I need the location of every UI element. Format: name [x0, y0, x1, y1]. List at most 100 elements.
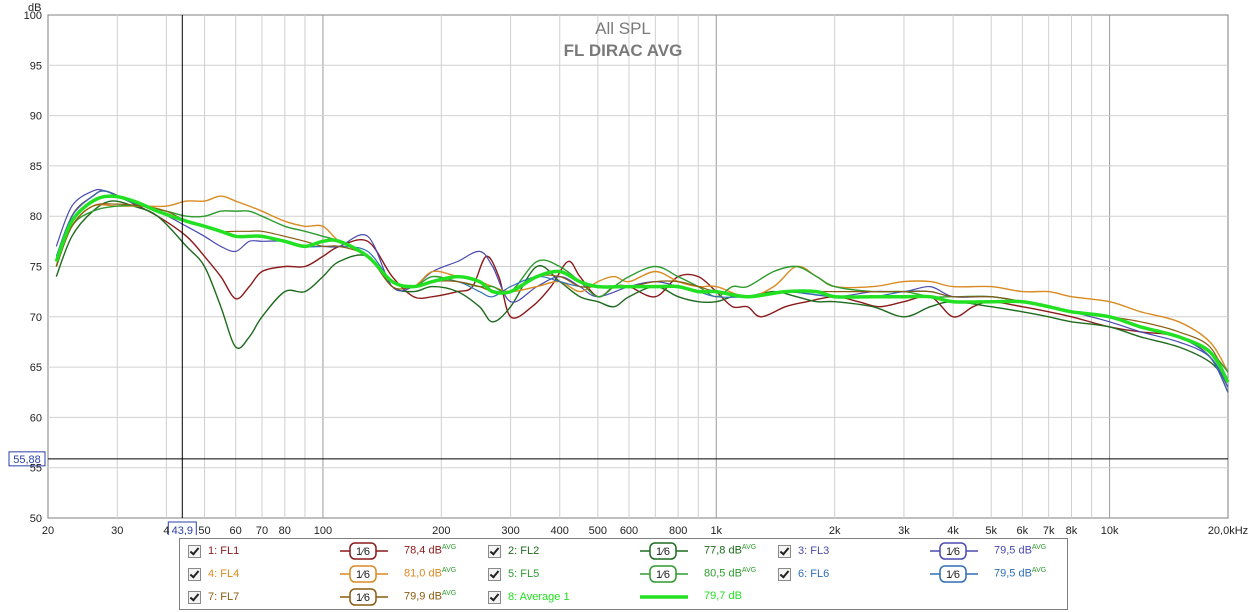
legend-level-number: 79,9 dB: [404, 590, 442, 603]
smoothing-button[interactable]: 1⁄6: [638, 542, 690, 560]
x-tick-label: 300: [501, 525, 519, 535]
legend-avg-tag: AVG: [441, 590, 457, 597]
smoothing-label: 1⁄6: [656, 546, 670, 558]
x-tick-label: 600: [620, 525, 638, 535]
legend-trace-name: 2: FL2: [508, 545, 540, 557]
legend-trace-name: 6: FL6: [798, 568, 830, 580]
x-tick-label: 4: [163, 525, 169, 535]
legend-item: 3: FL3 1⁄6 79,5 dBAVG: [778, 541, 1068, 561]
legend-avg-tag: AVG: [741, 567, 757, 574]
x-tick-label: 10k: [1101, 525, 1119, 535]
cursor-y-readout: 55,88: [13, 454, 41, 466]
y-tick-label: 50: [30, 513, 42, 525]
legend-avg-tag: AVG: [1031, 544, 1047, 551]
x-tick-label: 3k: [898, 525, 910, 535]
x-tick-label: 400: [551, 525, 569, 535]
legend-avg-tag: AVG: [441, 544, 457, 551]
series-line-fl1: [55, 190, 1229, 393]
series-line-average-1: [54, 194, 1230, 384]
legend-swatch: [640, 595, 688, 599]
x-tick-label: 30: [111, 525, 123, 535]
x-tick-label: 800: [669, 525, 687, 535]
x-tick-label: 70: [256, 525, 268, 535]
x-tick-label: 20: [42, 525, 54, 535]
y-axis-label: dB: [28, 2, 41, 14]
legend-trace-name: 5: FL5: [508, 568, 540, 580]
legend-level-value: 78,4 dBAVG: [404, 544, 456, 557]
legend-item: 1: FL1 1⁄6 78,4 dBAVG: [188, 541, 478, 561]
smoothing-label: 1⁄6: [356, 546, 370, 558]
smoothing-label: 1⁄6: [356, 592, 370, 604]
legend-level-number: 77,8 dB: [704, 544, 742, 557]
legend-level-number: 78,4 dB: [404, 544, 442, 557]
legend-checkbox[interactable]: [488, 545, 501, 558]
legend-checkbox[interactable]: [778, 568, 791, 581]
y-tick-label: 60: [30, 412, 42, 424]
x-tick-label: 80: [279, 525, 291, 535]
legend-item: 6: FL6 1⁄6 79,5 dBAVG: [778, 564, 1068, 584]
legend-level-value: 79,7 dB: [704, 590, 742, 602]
cursor-x-readout: 43,9: [172, 525, 193, 535]
series-line-fl4: [55, 195, 1229, 373]
legend-level-value: 81,0 dBAVG: [404, 567, 456, 580]
smoothing-badge: [939, 542, 967, 560]
legend-avg-tag: AVG: [441, 567, 457, 574]
x-tick-label: 6k: [1017, 525, 1029, 535]
x-tick-label: 100: [314, 525, 332, 535]
legend-item: 4: FL4 1⁄6 81,0 dBAVG: [188, 564, 478, 584]
smoothing-button[interactable]: 1⁄6: [928, 542, 980, 560]
x-tick-label: 2k: [829, 525, 841, 535]
legend-avg-tag: AVG: [741, 544, 757, 551]
legend-trace-name: 4: FL4: [208, 568, 240, 580]
cursor-y-readout-box: [8, 451, 46, 467]
y-tick-label: 65: [30, 362, 42, 374]
smoothing-badge: [349, 588, 377, 606]
legend-trace-name: 8: Average 1: [508, 591, 570, 603]
x-tick-label: 60: [230, 525, 242, 535]
legend-level-value: 79,5 dBAVG: [994, 544, 1046, 557]
smoothing-badge: [939, 565, 967, 583]
legend-checkbox[interactable]: [778, 545, 791, 558]
legend-checkbox[interactable]: [488, 568, 501, 581]
cursor-x-readout-box: [167, 521, 197, 535]
legend-trace-name: 3: FL3: [798, 545, 830, 557]
legend-checkbox[interactable]: [188, 568, 201, 581]
x-tick-label: 20,0kHz: [1208, 525, 1248, 535]
smoothing-label: 1⁄6: [946, 546, 960, 558]
smoothing-button[interactable]: 1⁄6: [338, 588, 390, 606]
chart-subtitle: FL DIRAC AVG: [564, 41, 683, 60]
y-tick-label: 90: [30, 111, 42, 123]
legend-checkbox[interactable]: [188, 591, 201, 604]
legend-level-value: 80,5 dBAVG: [704, 567, 756, 580]
legend-item: 2: FL2 1⁄6 77,8 dBAVG: [488, 541, 778, 561]
smoothing-label: 1⁄6: [356, 569, 370, 581]
cursor-crosshair[interactable]: 55,88 43,9: [8, 15, 1228, 535]
y-tick-label: 85: [30, 161, 42, 173]
y-tick-label: 75: [30, 262, 42, 274]
smoothing-label: 1⁄6: [946, 569, 960, 581]
legend-trace-name: 1: FL1: [208, 545, 240, 557]
smoothing-badge: [349, 565, 377, 583]
x-tick-label: 500: [589, 525, 607, 535]
legend-level-number: 81,0 dB: [404, 567, 442, 580]
legend-panel: 1: FL1 1⁄6 78,4 dBAVG 2: FL2 1⁄6 77,8 dBAVG 3:…: [179, 538, 1068, 610]
smoothing-button[interactable]: 1⁄6: [338, 542, 390, 560]
smoothing-button[interactable]: 1⁄6: [338, 565, 390, 583]
legend-item: 5: FL5 1⁄6 80,5 dBAVG: [488, 564, 778, 584]
legend-checkbox[interactable]: [488, 591, 501, 604]
smoothing-badge: [349, 542, 377, 560]
smoothing-badge: [649, 565, 677, 583]
y-tick-label: 80: [30, 211, 42, 223]
y-tick-label: 70: [30, 312, 42, 324]
smoothing-button[interactable]: 1⁄6: [928, 565, 980, 583]
x-tick-label: 4k: [947, 525, 959, 535]
smoothing-button[interactable]: 1⁄6: [638, 565, 690, 583]
x-tick-label: 1k: [710, 525, 722, 535]
x-tick-label: 8k: [1066, 525, 1078, 535]
legend-level-value: 77,8 dBAVG: [704, 544, 756, 557]
chart-title: All SPL: [595, 19, 651, 38]
legend-checkbox[interactable]: [188, 545, 201, 558]
legend-avg-tag: AVG: [1031, 567, 1047, 574]
legend-trace-name: 7: FL7: [208, 591, 240, 603]
